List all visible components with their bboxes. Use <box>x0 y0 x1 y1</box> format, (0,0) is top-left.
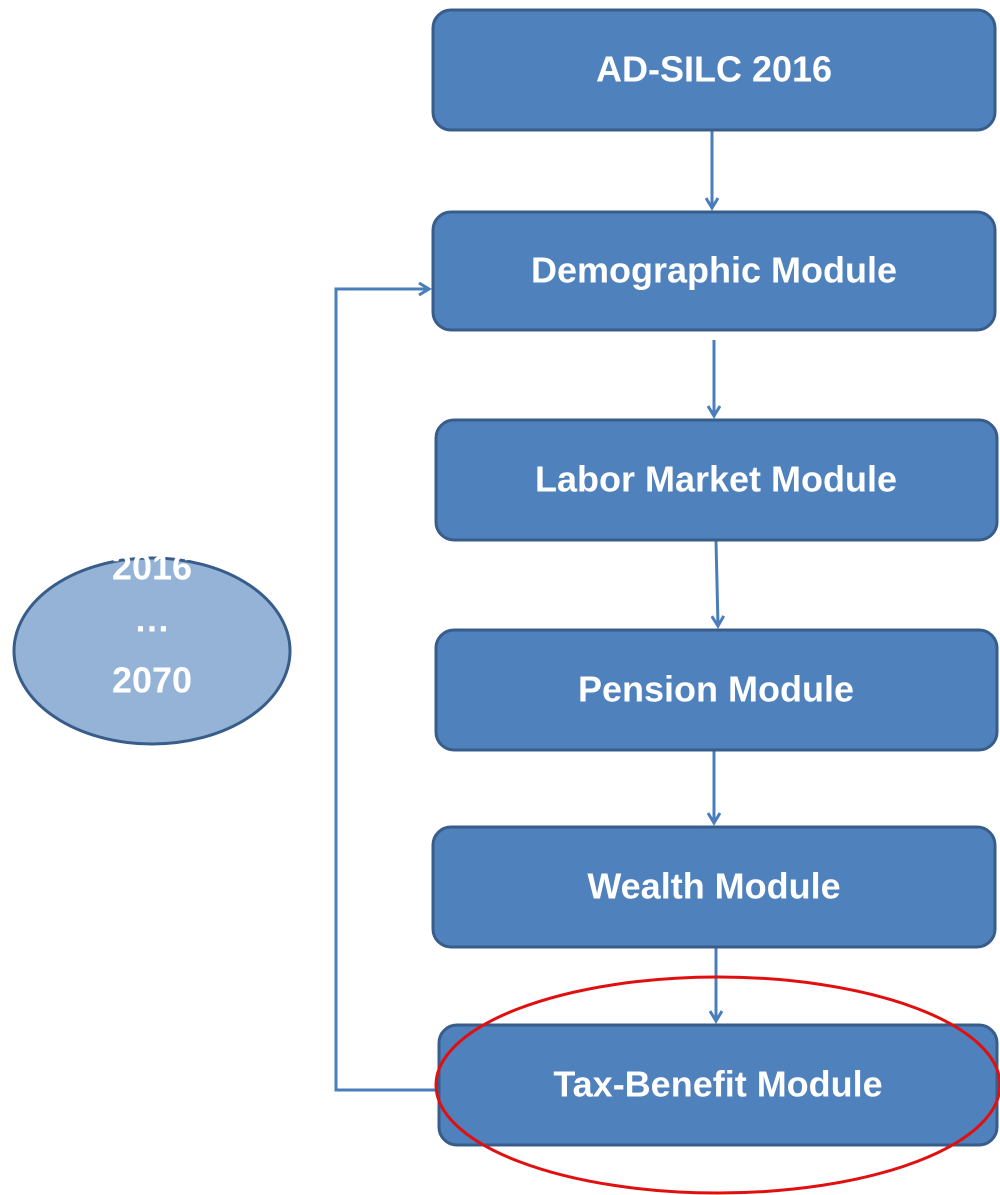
node-box <box>431 825 997 949</box>
node-label: Tax-Benefit Module <box>553 1064 882 1105</box>
timeline: 2016 … 2070 <box>12 547 292 746</box>
box: Tax-Benefit Module <box>437 1023 999 1147</box>
highlight-ellipse <box>434 975 1000 1195</box>
box: Pension Module <box>434 628 999 752</box>
node-box <box>431 8 997 132</box>
node-label: Wealth Module <box>587 866 840 907</box>
node-box <box>431 210 997 332</box>
arrow <box>716 540 718 626</box>
timeline-ellipsis: … <box>134 599 170 640</box>
timeline-end: 2070 <box>112 660 192 701</box>
arrows <box>334 131 718 1092</box>
box: Wealth Module <box>431 825 997 949</box>
box: Demographic Module <box>431 210 997 332</box>
node-label: Labor Market Module <box>535 459 897 500</box>
loop-arrow <box>334 289 439 1092</box>
box: Labor Market Module <box>434 418 999 542</box>
node-label: Pension Module <box>578 669 854 710</box>
box: AD-SILC 2016 <box>431 8 997 132</box>
node-box <box>437 1023 999 1147</box>
timeline-start: 2016 <box>112 547 192 588</box>
node-label: Demographic Module <box>531 250 897 291</box>
node-label: AD-SILC 2016 <box>596 49 832 90</box>
timeline-ellipse <box>12 556 292 746</box>
node-box <box>434 628 999 752</box>
node-box <box>434 418 999 542</box>
